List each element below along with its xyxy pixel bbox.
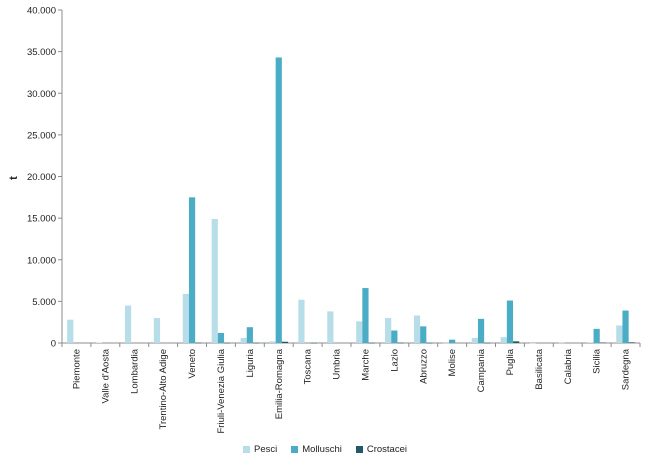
- x-tick-label: Calabria: [563, 348, 574, 384]
- y-tick-label: 0: [51, 339, 56, 350]
- x-tick-label: Marche: [360, 349, 371, 381]
- y-tick-label: 20.000: [27, 172, 56, 183]
- bar-pesci-11: [385, 318, 392, 343]
- legend-item: Pesci: [243, 444, 277, 455]
- x-tick-label: Campania: [476, 348, 487, 392]
- legend-swatch: [355, 445, 363, 453]
- legend-item: Crostacei: [355, 443, 407, 455]
- bar-crostacei-8: [310, 342, 317, 344]
- bars: [67, 57, 635, 344]
- legend-swatch: [243, 445, 251, 453]
- legend: Pesci Molluschi Crostacei: [0, 440, 650, 458]
- bar-pesci-8: [298, 299, 305, 343]
- bar-pesci-15: [500, 337, 507, 343]
- legend-swatch: [291, 445, 299, 453]
- bar-molluschi-12: [420, 326, 427, 343]
- bar-molluschi-5: [217, 333, 225, 343]
- x-tick-label: Valle d'Aosta: [100, 348, 111, 403]
- legend-item: Molluschi: [291, 444, 342, 455]
- y-tick-label: 35.000: [27, 47, 56, 58]
- bar-molluschi-19: [622, 310, 629, 343]
- bar-pesci-9: [327, 311, 334, 343]
- x-tick-label: Molise: [447, 349, 458, 376]
- y-tick-label: 40.000: [27, 6, 56, 17]
- bar-molluschi-11: [391, 330, 398, 343]
- bar-pesci-3: [153, 318, 161, 343]
- x-tick-label: Piemonte: [71, 349, 82, 389]
- x-tick-label: Lazio: [389, 349, 400, 372]
- x-tick-label: Lombardia: [129, 348, 140, 394]
- bar-crostacei-15: [513, 341, 520, 343]
- x-tick-label: Toscana: [303, 348, 314, 384]
- bar-crostacei-5: [224, 342, 231, 344]
- y-tick-label: 15.000: [27, 214, 56, 225]
- bar-chart: t 0 5.000 10.000 15.000 20.000 25.000 30.000 35…: [8, 6, 641, 433]
- bar-pesci-16: [529, 342, 536, 344]
- x-tick-label: Trentino-Alto Adige: [158, 349, 169, 429]
- bar-pesci-2: [124, 305, 132, 343]
- bar-pesci-14: [471, 338, 478, 343]
- bar-pesci-0: [67, 319, 74, 343]
- x-axis-labels: Piemonte Valle d'Aosta Lombardia Trentino-A…: [71, 348, 631, 433]
- x-tick-label: Liguria: [245, 348, 256, 377]
- bar-crostacei-6: [252, 342, 260, 344]
- x-tick-label: Friuli-Venezia Giulia: [216, 348, 227, 433]
- bar-molluschi-10: [362, 288, 369, 343]
- bar-molluschi-13: [449, 339, 456, 343]
- bar-crostacei-7: [281, 341, 289, 343]
- bar-crostacei-12: [426, 342, 433, 344]
- bar-crostacei-11: [397, 342, 404, 344]
- x-tick-label: Puglia: [505, 348, 516, 375]
- bar-pesci-10: [356, 321, 363, 343]
- bar-pesci-5: [211, 218, 218, 343]
- x-tick-label: Emilia-Romagna: [274, 348, 285, 419]
- axes: [61, 10, 641, 347]
- bar-pesci-12: [413, 315, 421, 343]
- bar-pesci-6: [240, 338, 247, 343]
- y-axis-ticks: 0 5.000 10.000 15.000 20.000 25.000 30.000 35.0…: [27, 6, 62, 350]
- bar-pesci-7: [269, 341, 276, 343]
- x-tick-label: Sardegna: [621, 348, 632, 390]
- legend-label: Crostacei: [366, 443, 407, 455]
- bar-molluschi-6: [246, 327, 253, 343]
- bar-pesci-4: [182, 293, 189, 343]
- x-tick-label: Veneto: [187, 349, 198, 379]
- bar-pesci-17: [558, 342, 565, 344]
- y-tick-label: 30.000: [27, 89, 56, 100]
- bar-crostacei-14: [484, 342, 491, 344]
- legend-label: Molluschi: [302, 443, 342, 455]
- y-tick-label: 10.000: [27, 255, 56, 266]
- x-tick-label: Basilicata: [534, 348, 545, 389]
- bar-crostacei-10: [368, 342, 375, 344]
- bar-crostacei-4: [195, 342, 202, 344]
- bar-molluschi-4: [188, 197, 196, 343]
- x-tick-label: Abruzzo: [418, 349, 429, 384]
- bar-molluschi-14: [477, 318, 485, 343]
- x-tick-label: Umbria: [332, 348, 343, 379]
- bar-pesci-1: [96, 342, 103, 344]
- bar-molluschi-7: [275, 57, 282, 343]
- y-tick-label: 25.000: [27, 130, 56, 141]
- bar-pesci-13: [442, 342, 450, 344]
- bar-pesci-18: [587, 342, 594, 343]
- legend-label: Pesci: [254, 443, 278, 455]
- bar-crostacei-19: [628, 342, 635, 343]
- bar-pesci-19: [616, 325, 623, 343]
- y-axis-label: t: [8, 176, 20, 180]
- bar-molluschi-18: [593, 328, 600, 343]
- y-tick-label: 5.000: [32, 297, 56, 308]
- x-tick-label: Sicilia: [592, 348, 603, 374]
- bar-crostacei-18: [599, 342, 606, 344]
- bar-molluschi-15: [506, 300, 514, 343]
